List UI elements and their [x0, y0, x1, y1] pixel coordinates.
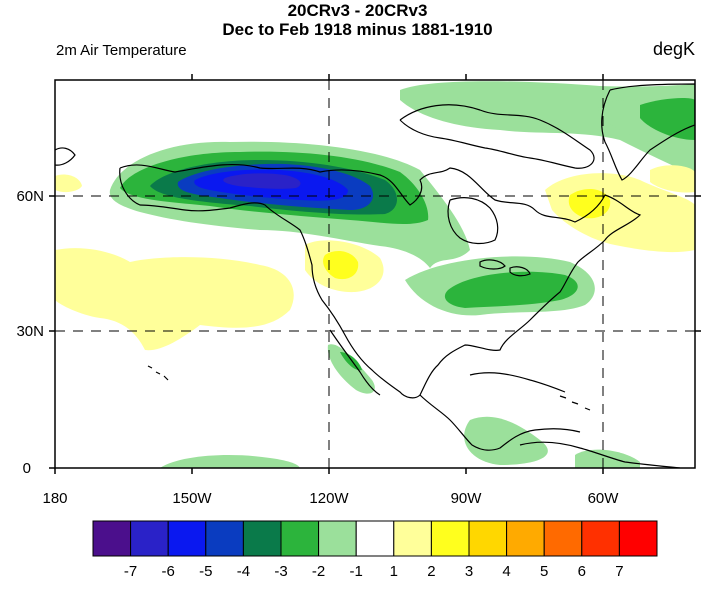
warm-region-pacific	[55, 248, 294, 351]
colorbar-label: -7	[124, 563, 137, 580]
map-frame	[54, 79, 696, 469]
colorbar-label: -2	[312, 563, 325, 580]
coastlines	[55, 83, 695, 468]
warm-region-nw-edge	[55, 174, 82, 193]
colorbar-box	[468, 520, 508, 557]
cold-region-core	[223, 173, 301, 189]
colorbar-box	[618, 520, 658, 557]
lat-tick-label-0: 0	[23, 460, 31, 477]
variable-label: 2m Air Temperature	[56, 42, 187, 59]
lon-tick-label-150w: 150W	[172, 490, 212, 507]
lon-tick-label-180: 180	[42, 490, 67, 507]
colorbar-box	[318, 520, 357, 557]
lon-tick-label-90w: 90W	[451, 490, 483, 507]
colorbar-box	[393, 520, 432, 557]
colorbar-label: 1	[390, 563, 398, 580]
coastline-hudson-bay	[447, 197, 499, 245]
title-line-1: 20CRv3 - 20CRv3	[287, 1, 428, 20]
colorbar-label: 5	[540, 563, 548, 580]
colorbar-box	[242, 520, 282, 557]
coastline-cuba	[469, 372, 566, 393]
colorbar: -7 -6 -5 -4 -3 -2 -1 1 2 3 4 5 6 7	[92, 520, 658, 580]
coastline-arctic-islands	[399, 104, 595, 169]
cold-region-light-pacific	[160, 455, 300, 468]
cold-region-mid-coast	[340, 352, 362, 371]
coastline-baja	[329, 329, 381, 396]
colorbar-box	[543, 520, 583, 557]
cold-region-light-south	[464, 416, 548, 465]
coastline-south-america	[519, 441, 681, 468]
units-label: degK	[652, 39, 695, 59]
colorbar-label: 4	[502, 563, 510, 580]
tick-marks	[49, 74, 701, 474]
coastline-great-lakes	[479, 259, 531, 277]
cold-region-mid-east	[444, 271, 578, 308]
colorbar-label: 2	[427, 563, 435, 580]
coastline-greenland	[601, 83, 695, 181]
coastline-central-america	[419, 394, 581, 451]
colorbar-box	[581, 520, 620, 557]
warm-region-east-edge	[650, 165, 695, 193]
colorbar-box	[92, 520, 132, 557]
colorbar-label: 6	[578, 563, 586, 580]
lon-tick-label-120w: 120W	[309, 490, 349, 507]
colorbar-box	[167, 520, 207, 557]
colorbar-label: -5	[199, 563, 212, 580]
lon-tick-label-60w: 60W	[588, 490, 620, 507]
coastline-hawaii	[147, 365, 169, 381]
warm-region-west-core	[323, 250, 359, 280]
coastline-north-america	[119, 163, 642, 399]
tick-labels: 180 150W 120W 90W 60W 60N 30N 0	[16, 188, 619, 507]
colorbar-label: -6	[162, 563, 175, 580]
anomaly-field	[55, 81, 695, 468]
colorbar-label: -4	[237, 563, 250, 580]
cold-region-mid-north	[640, 97, 695, 140]
cold-region-light-coast	[327, 344, 375, 394]
title-line-2: Dec to Feb 1918 minus 1881-1910	[222, 20, 493, 39]
colorbar-box	[205, 520, 244, 557]
colorbar-label: 3	[465, 563, 473, 580]
colorbar-label: -3	[274, 563, 287, 580]
colorbar-box	[355, 520, 395, 557]
colorbar-box	[430, 520, 470, 557]
colorbar-box	[280, 520, 320, 557]
colorbar-label: 7	[615, 563, 623, 580]
coastline-caribbean-islands	[559, 395, 591, 411]
colorbar-label: -1	[350, 563, 363, 580]
lat-tick-label-30n: 30N	[16, 323, 44, 340]
lat-tick-label-60n: 60N	[16, 188, 44, 205]
coastline-siberia-edge	[55, 147, 76, 166]
colorbar-box	[130, 520, 169, 557]
colorbar-box	[506, 520, 545, 557]
cold-region-light-caribbean	[575, 449, 640, 468]
